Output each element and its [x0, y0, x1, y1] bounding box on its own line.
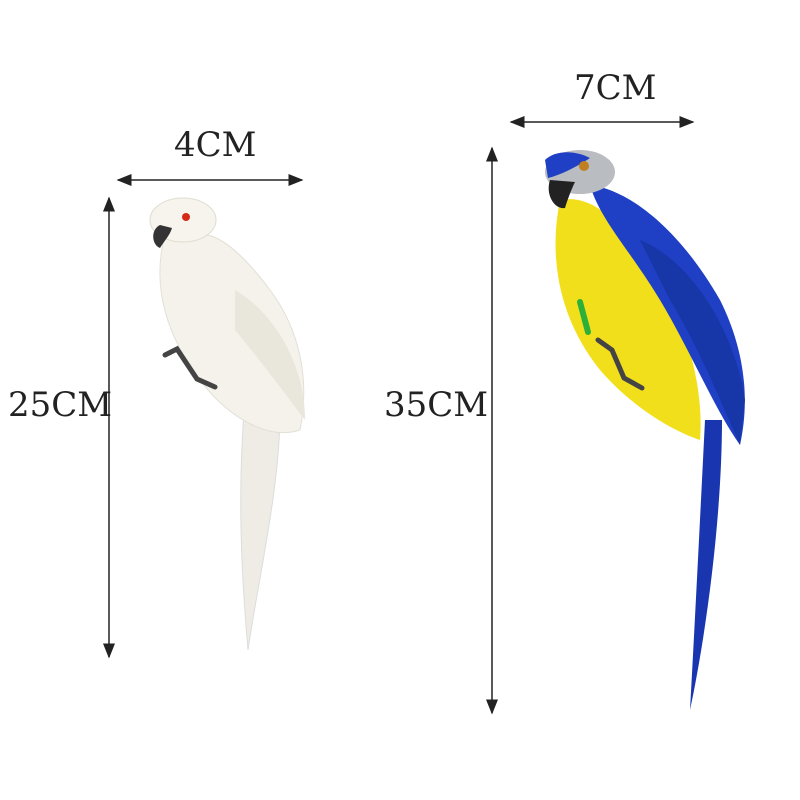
white-height-label: 25CM	[8, 385, 113, 425]
blue-parrot	[545, 150, 745, 710]
blue-width-label: 7CM	[574, 68, 657, 108]
blue-height-label: 35CM	[384, 385, 489, 425]
white-width-label: 4CM	[174, 125, 257, 165]
white-parrot	[149, 197, 305, 651]
